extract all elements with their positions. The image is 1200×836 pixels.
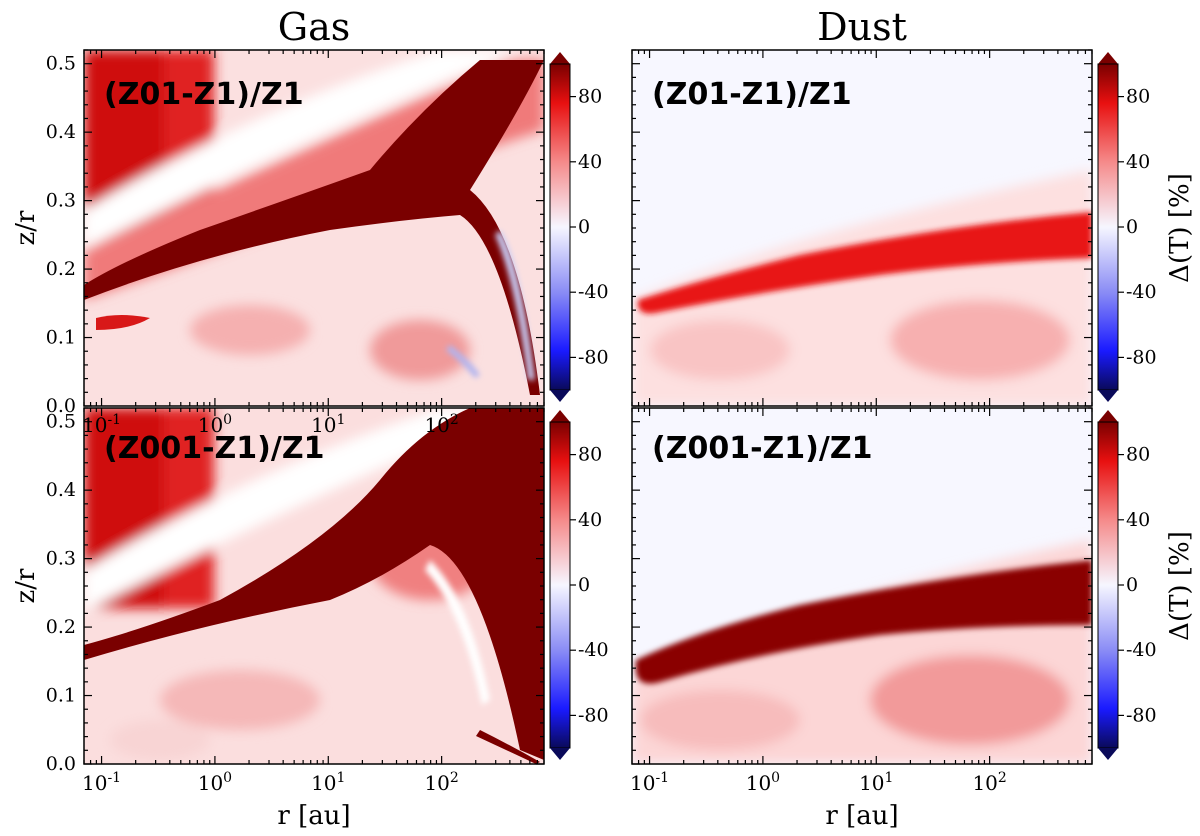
y-axis-label: z/r — [11, 568, 41, 603]
y-tick-label: 0.3 — [46, 548, 76, 570]
colorbar-tick-label: 40 — [578, 509, 602, 531]
colorbar-tick-label: 40 — [1126, 151, 1150, 173]
colorbar-tick-label: -40 — [578, 281, 609, 303]
panel-gas-z01 — [84, 50, 544, 406]
y-tick-label: 0.0 — [46, 753, 76, 775]
y-axis-label: z/r — [11, 210, 41, 245]
colorbar-bl — [549, 410, 571, 760]
colorbar-label: Δ(T) [%] — [1165, 173, 1195, 283]
y-tick-label: 0.2 — [46, 616, 76, 638]
panel-label: (Z01-Z1)/Z1 — [652, 77, 852, 112]
colorbar-tick-label: -80 — [578, 346, 609, 368]
colorbar-extend-min — [550, 390, 570, 402]
dust-hot-band — [635, 560, 1092, 684]
y-tick-label: 0.4 — [46, 479, 76, 501]
colorbar-tick-label: -80 — [1126, 704, 1157, 726]
y-tick-label: 0.5 — [46, 411, 76, 433]
y-tick-label: 0.2 — [46, 258, 76, 280]
y-tick-label: 0.1 — [46, 327, 76, 349]
colorbar-tick-label: 0 — [578, 574, 590, 596]
gas-hot-wedge — [84, 60, 544, 395]
colorbar-extend-max — [1098, 410, 1118, 422]
colorbar-tick-label: -40 — [1126, 639, 1157, 661]
colorbar-extend-max — [550, 52, 570, 64]
colorbar-tick-label: 0 — [1126, 216, 1138, 238]
panel-dust-z01 — [632, 50, 1092, 406]
colorbar-extend-min — [1098, 390, 1118, 402]
colorbar-tick-label: -40 — [1126, 281, 1157, 303]
colorbar-br — [1097, 410, 1119, 760]
colorbar-tick-label: -80 — [578, 704, 609, 726]
x-tick-label: 100 — [746, 770, 780, 795]
colorbar-tl — [549, 52, 571, 402]
x-tick-label: 100 — [198, 412, 232, 437]
y-tick-label: 0.1 — [46, 685, 76, 707]
colorbar-tr — [1097, 52, 1119, 402]
x-tick-label: 10-1 — [82, 770, 121, 795]
dust-hot-band — [637, 212, 1092, 314]
column-title-dust: Dust — [817, 5, 907, 49]
colorbar-tick-label: 80 — [578, 86, 602, 108]
y-tick-label: 0.4 — [46, 121, 76, 143]
panel-label: (Z001-Z1)/Z1 — [652, 431, 872, 466]
panel-label: (Z001-Z1)/Z1 — [104, 431, 324, 466]
y-tick-label: 0.3 — [46, 190, 76, 212]
colorbar-extend-max — [1098, 52, 1118, 64]
panel-label: (Z01-Z1)/Z1 — [104, 77, 304, 112]
x-tick-label: 102 — [424, 412, 458, 437]
colorbar-tick-label: 0 — [578, 216, 590, 238]
x-tick-label: 101 — [311, 412, 345, 437]
x-axis-label: r [au] — [825, 801, 898, 831]
colorbar-tick-label: 80 — [1126, 86, 1150, 108]
colorbar-tick-label: 80 — [1126, 444, 1150, 466]
colorbar-extend-max — [550, 410, 570, 422]
gas-hot-wedge — [84, 408, 544, 760]
column-title-gas: Gas — [278, 5, 351, 49]
x-tick-label: 102 — [972, 770, 1006, 795]
colorbar-tick-label: 0 — [1126, 574, 1138, 596]
panel-gas-z001 — [84, 408, 544, 764]
x-tick-label: 101 — [859, 770, 893, 795]
colorbar-label: Δ(T) [%] — [1165, 531, 1195, 641]
colorbar-tick-label: 80 — [578, 444, 602, 466]
gas-inner-streak — [96, 315, 150, 330]
x-tick-label: 102 — [424, 770, 458, 795]
panel-dust-z001 — [632, 408, 1092, 764]
colorbar-tick-label: 40 — [578, 151, 602, 173]
gas-cool-streak — [495, 230, 535, 380]
colorbar-extend-min — [1098, 748, 1118, 760]
colorbar-extend-min — [550, 748, 570, 760]
y-tick-label: 0.0 — [46, 395, 76, 417]
x-tick-label: 10-1 — [630, 770, 669, 795]
x-axis-label: r [au] — [277, 801, 350, 831]
colorbar-tick-label: -40 — [578, 639, 609, 661]
x-tick-label: 100 — [198, 770, 232, 795]
x-tick-label: 10-1 — [82, 412, 121, 437]
colorbar-tick-label: 40 — [1126, 509, 1150, 531]
y-tick-label: 0.5 — [46, 53, 76, 75]
colorbar-tick-label: -80 — [1126, 346, 1157, 368]
ticks-layer: 0.0 0.1 0.2 0.3 0.4 0.5 10-1 100 101 102 80 40 0 -40 -… — [46, 49, 1157, 795]
x-tick-label: 101 — [311, 770, 345, 795]
